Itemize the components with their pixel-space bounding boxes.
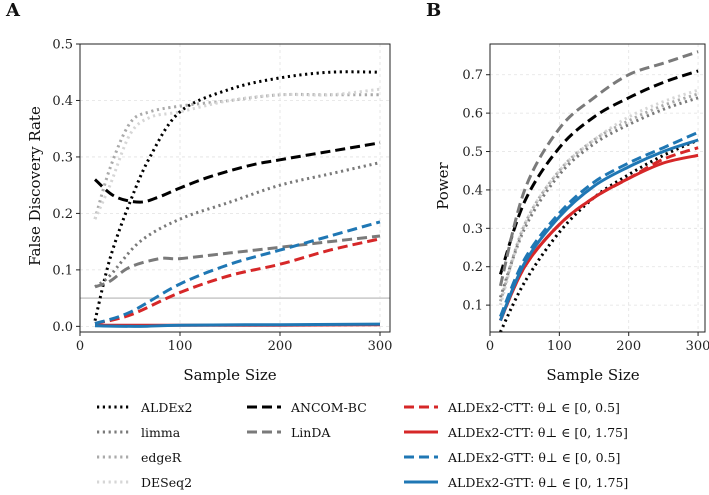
fdr-axes-frame xyxy=(79,43,391,333)
legend-label-ctt175: ALDEx2-CTT: θ⊥ ∈ [0, 1.75] xyxy=(447,425,628,440)
power-ytick-label: 0.6 xyxy=(462,107,483,122)
power-xtick-label: 0 xyxy=(486,339,494,354)
fdr-ytick-label: 0.1 xyxy=(52,263,73,278)
power-ytick-label: 0.3 xyxy=(462,222,483,237)
power-ytick-label: 0.5 xyxy=(462,145,483,160)
power-series-ctt05 xyxy=(499,146,699,322)
legend-label-ancombc: ANCOM-BC xyxy=(290,400,367,415)
fdr-ytick-label: 0.4 xyxy=(52,94,73,109)
power-ytick-label: 0.2 xyxy=(462,260,483,275)
power-series-ctt175 xyxy=(499,153,699,322)
fdr-xtick-label: 0 xyxy=(76,339,84,354)
legend-label-gtt175: ALDEx2-GTT: θ⊥ ∈ [0, 1.75] xyxy=(447,475,628,490)
fdr-series-ctt05 xyxy=(94,237,381,325)
power-series-linda xyxy=(498,50,699,287)
fdr-series-gtt05 xyxy=(94,220,381,325)
fdr-chart: Sample Size False Discovery Rate 0 100 200… xyxy=(26,38,392,385)
fdr-xtick-label: 200 xyxy=(268,339,293,354)
fdr-series-ancombc xyxy=(93,141,381,204)
power-xtick-label: 100 xyxy=(547,339,572,354)
panel-b-label: B xyxy=(426,0,441,21)
power-series-aldex2 xyxy=(499,138,699,333)
legend-label-deseq2: DESeq2 xyxy=(141,475,192,490)
fdr-ytick-label: 0.5 xyxy=(52,38,73,53)
power-xtick-label: 300 xyxy=(686,339,709,354)
power-axes-frame xyxy=(489,43,706,333)
power-series-ancombc xyxy=(498,69,699,275)
power-series-limma xyxy=(498,96,699,298)
fdr-ytick-label: 0.3 xyxy=(52,150,73,165)
legend-label-edger: edgeR xyxy=(141,450,182,465)
panel-a-label: A xyxy=(5,0,21,21)
power-series-gtt175 xyxy=(499,138,699,322)
fdr-xlabel: Sample Size xyxy=(183,366,276,384)
legend-label-aldex2: ALDEx2 xyxy=(140,400,192,415)
fdr-series-limma xyxy=(94,161,381,289)
power-series-edger xyxy=(498,92,699,302)
fdr-ytick-label: 0.0 xyxy=(52,320,73,335)
power-xlabel: Sample Size xyxy=(546,366,639,384)
fdr-ylabel: False Discovery Rate xyxy=(26,106,44,266)
legend-label-linda: LinDA xyxy=(291,425,331,440)
fdr-series-aldex2 xyxy=(93,70,381,322)
power-xtick-label: 200 xyxy=(616,339,641,354)
power-series-gtt05 xyxy=(499,130,699,318)
fdr-series-deseq2 xyxy=(93,87,381,220)
legend-label-limma: limma xyxy=(141,425,181,440)
legend-label-gtt05: ALDEx2-GTT: θ⊥ ∈ [0, 0.5] xyxy=(447,450,620,465)
power-chart: Sample Size Power 0 100 200 300 0.1 0.2 0.3 0.4… xyxy=(434,43,709,384)
fdr-xtick-label: 100 xyxy=(168,339,193,354)
fdr-series-edger xyxy=(93,92,380,220)
legend: ALDEx2 limma edgeR DESeq2 ANCOM-BC LinDA ALDEx… xyxy=(97,400,628,490)
legend-label-ctt05: ALDEx2-CTT: θ⊥ ∈ [0, 0.5] xyxy=(447,400,620,415)
fdr-series-gtt175 xyxy=(94,322,381,328)
fdr-ytick-label: 0.2 xyxy=(52,207,73,222)
fdr-xtick-label: 300 xyxy=(368,339,393,354)
power-ytick-label: 0.4 xyxy=(462,183,483,198)
power-series-deseq2 xyxy=(498,88,699,306)
fdr-series-linda xyxy=(94,234,381,289)
power-ylabel: Power xyxy=(434,161,452,209)
power-ytick-label: 0.1 xyxy=(462,299,483,314)
power-ytick-label: 0.7 xyxy=(462,68,483,83)
